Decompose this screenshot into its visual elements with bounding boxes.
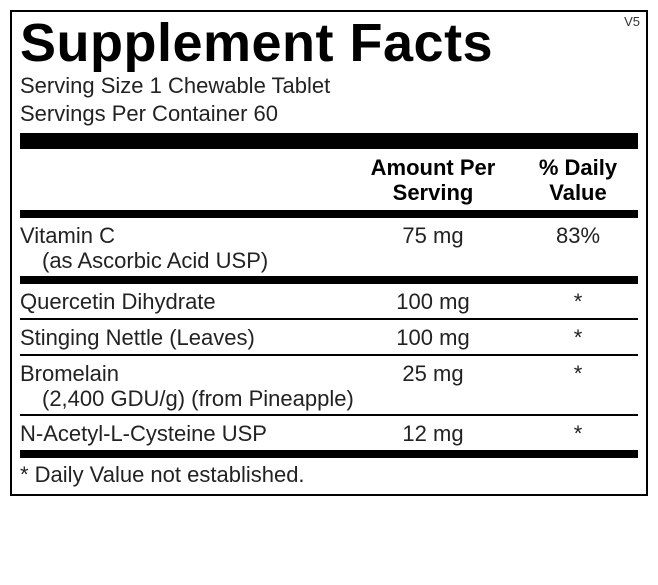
ingredient-sub: (2,400 GDU/g) (from Pineapple) xyxy=(20,386,638,412)
serving-info: Serving Size 1 Chewable Tablet Servings … xyxy=(20,72,638,127)
ingredient-amount: 100 mg xyxy=(348,325,518,351)
ingredient-dv: * xyxy=(518,361,638,387)
divider-thin xyxy=(20,318,638,320)
supplement-facts-panel: V5 Supplement Facts Serving Size 1 Chewa… xyxy=(10,10,648,496)
table-row: N-Acetyl-L-Cysteine USP 12 mg * xyxy=(20,418,638,448)
ingredient-dv: 83% xyxy=(518,223,638,249)
ingredient-dv: * xyxy=(518,421,638,447)
header-dv: % DailyValue xyxy=(518,155,638,206)
header-amount: Amount PerServing xyxy=(348,155,518,206)
table-row: Stinging Nettle (Leaves) 100 mg * xyxy=(20,322,638,352)
servings-per-container: Servings Per Container 60 xyxy=(20,100,638,128)
ingredient-name: N-Acetyl-L-Cysteine USP xyxy=(20,421,348,447)
ingredient-amount: 25 mg xyxy=(348,361,518,387)
header-amount-text: Amount PerServing xyxy=(348,155,518,206)
ingredient-name: Stinging Nettle (Leaves) xyxy=(20,325,348,351)
ingredient-name: Bromelain xyxy=(20,361,348,387)
divider-thick xyxy=(20,133,638,149)
divider-med xyxy=(20,276,638,284)
footnote: * Daily Value not established. xyxy=(20,460,638,492)
ingredient-amount: 12 mg xyxy=(348,421,518,447)
ingredient-name: Vitamin C xyxy=(20,223,348,249)
divider-thin xyxy=(20,354,638,356)
ingredient-dv: * xyxy=(518,325,638,351)
version-label: V5 xyxy=(624,14,640,29)
ingredient-name: Quercetin Dihydrate xyxy=(20,289,348,315)
ingredient-amount: 75 mg xyxy=(348,223,518,249)
table-row: Bromelain 25 mg * xyxy=(20,358,638,388)
divider-med xyxy=(20,450,638,458)
ingredient-dv: * xyxy=(518,289,638,315)
serving-size: Serving Size 1 Chewable Tablet xyxy=(20,72,638,100)
column-headers: Amount PerServing % DailyValue xyxy=(20,153,638,208)
divider-thin xyxy=(20,414,638,416)
ingredient-sub: (as Ascorbic Acid USP) xyxy=(20,248,638,274)
table-row: Vitamin C 75 mg 83% xyxy=(20,220,638,250)
table-row: Quercetin Dihydrate 100 mg * xyxy=(20,286,638,316)
divider-med xyxy=(20,210,638,218)
ingredient-amount: 100 mg xyxy=(348,289,518,315)
header-dv-text: % DailyValue xyxy=(518,155,638,206)
panel-title: Supplement Facts xyxy=(20,16,638,70)
